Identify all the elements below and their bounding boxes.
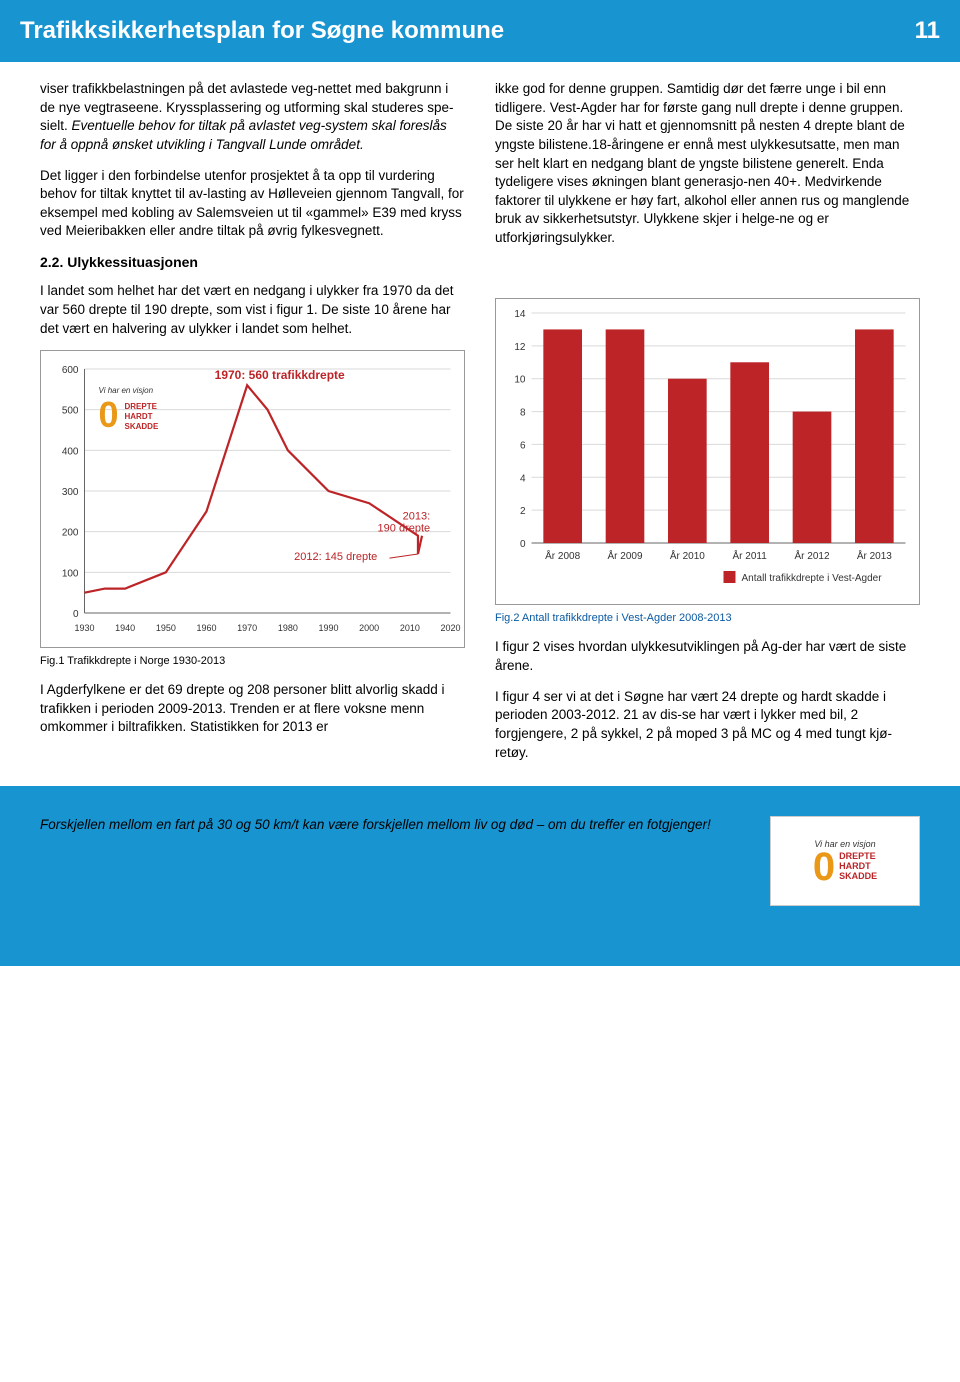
svg-text:1950: 1950	[156, 623, 176, 633]
svg-text:0: 0	[99, 394, 119, 435]
vision-zero-icon: 0	[813, 851, 835, 883]
right-column: ikke god for denne gruppen. Samtidig dør…	[495, 80, 920, 774]
svg-text:600: 600	[62, 365, 79, 376]
svg-text:2000: 2000	[359, 623, 379, 633]
vision-skadde: SKADDE	[839, 872, 877, 882]
right-p3: I figur 4 ser vi at det i Søgne har vært…	[495, 688, 920, 763]
vision-text-stack: DREPTE HARDT SKADDE	[839, 852, 877, 882]
chart-2-svg: 0 2 4 6 8 10 12 14 År 2008 År 2009 År 2010 År 2011 Å…	[496, 299, 919, 599]
left-p1: viser trafikkbelastningen på det avlaste…	[40, 80, 465, 155]
svg-text:DREPTE: DREPTE	[125, 402, 158, 411]
header-bar: Trafikksikkerhetsplan for Søgne kommune …	[0, 0, 960, 62]
chart-2-bar: 0 2 4 6 8 10 12 14 År 2008 År 2009 År 2010 År 2011 Å…	[495, 298, 920, 606]
caption-2: Fig.2 Antall trafikkdrepte i Vest-Agder …	[495, 611, 920, 626]
svg-text:2020: 2020	[440, 623, 460, 633]
svg-text:År 2013: År 2013	[857, 549, 892, 562]
caption-1: Fig.1 Trafikkdrepte i Norge 1930-2013	[40, 654, 465, 669]
content-area: viser trafikkbelastningen på det avlaste…	[0, 62, 960, 786]
footer-bar: Forskjellen mellom en fart på 30 og 50 k…	[0, 786, 960, 966]
svg-text:4: 4	[520, 473, 526, 484]
left-column: viser trafikkbelastningen på det avlaste…	[40, 80, 465, 774]
svg-text:2012: 145 drepte: 2012: 145 drepte	[294, 551, 377, 563]
svg-text:1960: 1960	[196, 623, 216, 633]
chart-1-svg: 0 100 200 300 400 500 600 1930 1940 1950 1960 1970 1…	[41, 351, 464, 641]
left-p2: Det ligger i den forbindelse utenfor pro…	[40, 167, 465, 242]
svg-text:1940: 1940	[115, 623, 135, 633]
svg-text:År 2012: År 2012	[794, 549, 829, 562]
svg-text:2: 2	[520, 506, 526, 517]
svg-text:8: 8	[520, 407, 526, 418]
svg-text:2013:: 2013:	[403, 511, 431, 523]
svg-text:12: 12	[514, 341, 526, 352]
chart-1-line: 0 100 200 300 400 500 600 1930 1940 1950 1960 1970 1…	[40, 350, 465, 648]
header-page-number: 11	[915, 17, 940, 45]
svg-text:6: 6	[520, 440, 526, 451]
svg-text:0: 0	[520, 539, 526, 550]
svg-text:1980: 1980	[278, 623, 298, 633]
right-p2: I figur 2 vises hvordan ulykkesutvikling…	[495, 638, 920, 675]
svg-text:100: 100	[62, 569, 79, 580]
left-p1-italic: Eventuelle behov for tiltak på avlastet …	[40, 118, 447, 152]
svg-text:1970: 1970	[237, 623, 257, 633]
svg-text:1990: 1990	[318, 623, 338, 633]
svg-text:År 2008: År 2008	[545, 549, 580, 562]
section-subhead: 2.2. Ulykkessituasjonen	[40, 253, 465, 272]
svg-text:0: 0	[73, 609, 79, 620]
svg-text:190 drepte: 190 drepte	[378, 523, 431, 535]
svg-text:10: 10	[514, 374, 526, 385]
svg-text:År 2009: År 2009	[607, 549, 642, 562]
svg-text:SKADDE: SKADDE	[125, 422, 159, 431]
svg-text:Antall trafikkdrepte i Vest-Ag: Antall trafikkdrepte i Vest-Agder	[742, 573, 883, 584]
svg-text:HARDT: HARDT	[125, 412, 153, 421]
svg-text:300: 300	[62, 487, 79, 498]
svg-text:1930: 1930	[74, 623, 94, 633]
svg-text:År 2011: År 2011	[733, 549, 768, 562]
svg-text:14: 14	[514, 309, 526, 320]
svg-text:År 2010: År 2010	[670, 549, 705, 562]
svg-text:200: 200	[62, 528, 79, 539]
svg-text:500: 500	[62, 406, 79, 417]
footer-text: Forskjellen mellom en fart på 30 og 50 k…	[40, 816, 740, 835]
vision-logo-body: 0 DREPTE HARDT SKADDE	[813, 851, 877, 883]
left-p4: I Agderfylkene er det 69 drepte og 208 p…	[40, 681, 465, 737]
svg-text:1970: 560 trafikkdrepte: 1970: 560 trafikkdrepte	[215, 368, 345, 382]
right-p1: ikke god for denne gruppen. Samtidig dør…	[495, 80, 920, 248]
svg-text:2010: 2010	[400, 623, 420, 633]
svg-text:400: 400	[62, 447, 79, 458]
header-title: Trafikksikkerhetsplan for Søgne kommune	[20, 17, 504, 45]
left-p3: I landet som helhet har det vært en nedg…	[40, 282, 465, 338]
footer-vision-logo: Vi har en visjon 0 DREPTE HARDT SKADDE	[770, 816, 920, 906]
